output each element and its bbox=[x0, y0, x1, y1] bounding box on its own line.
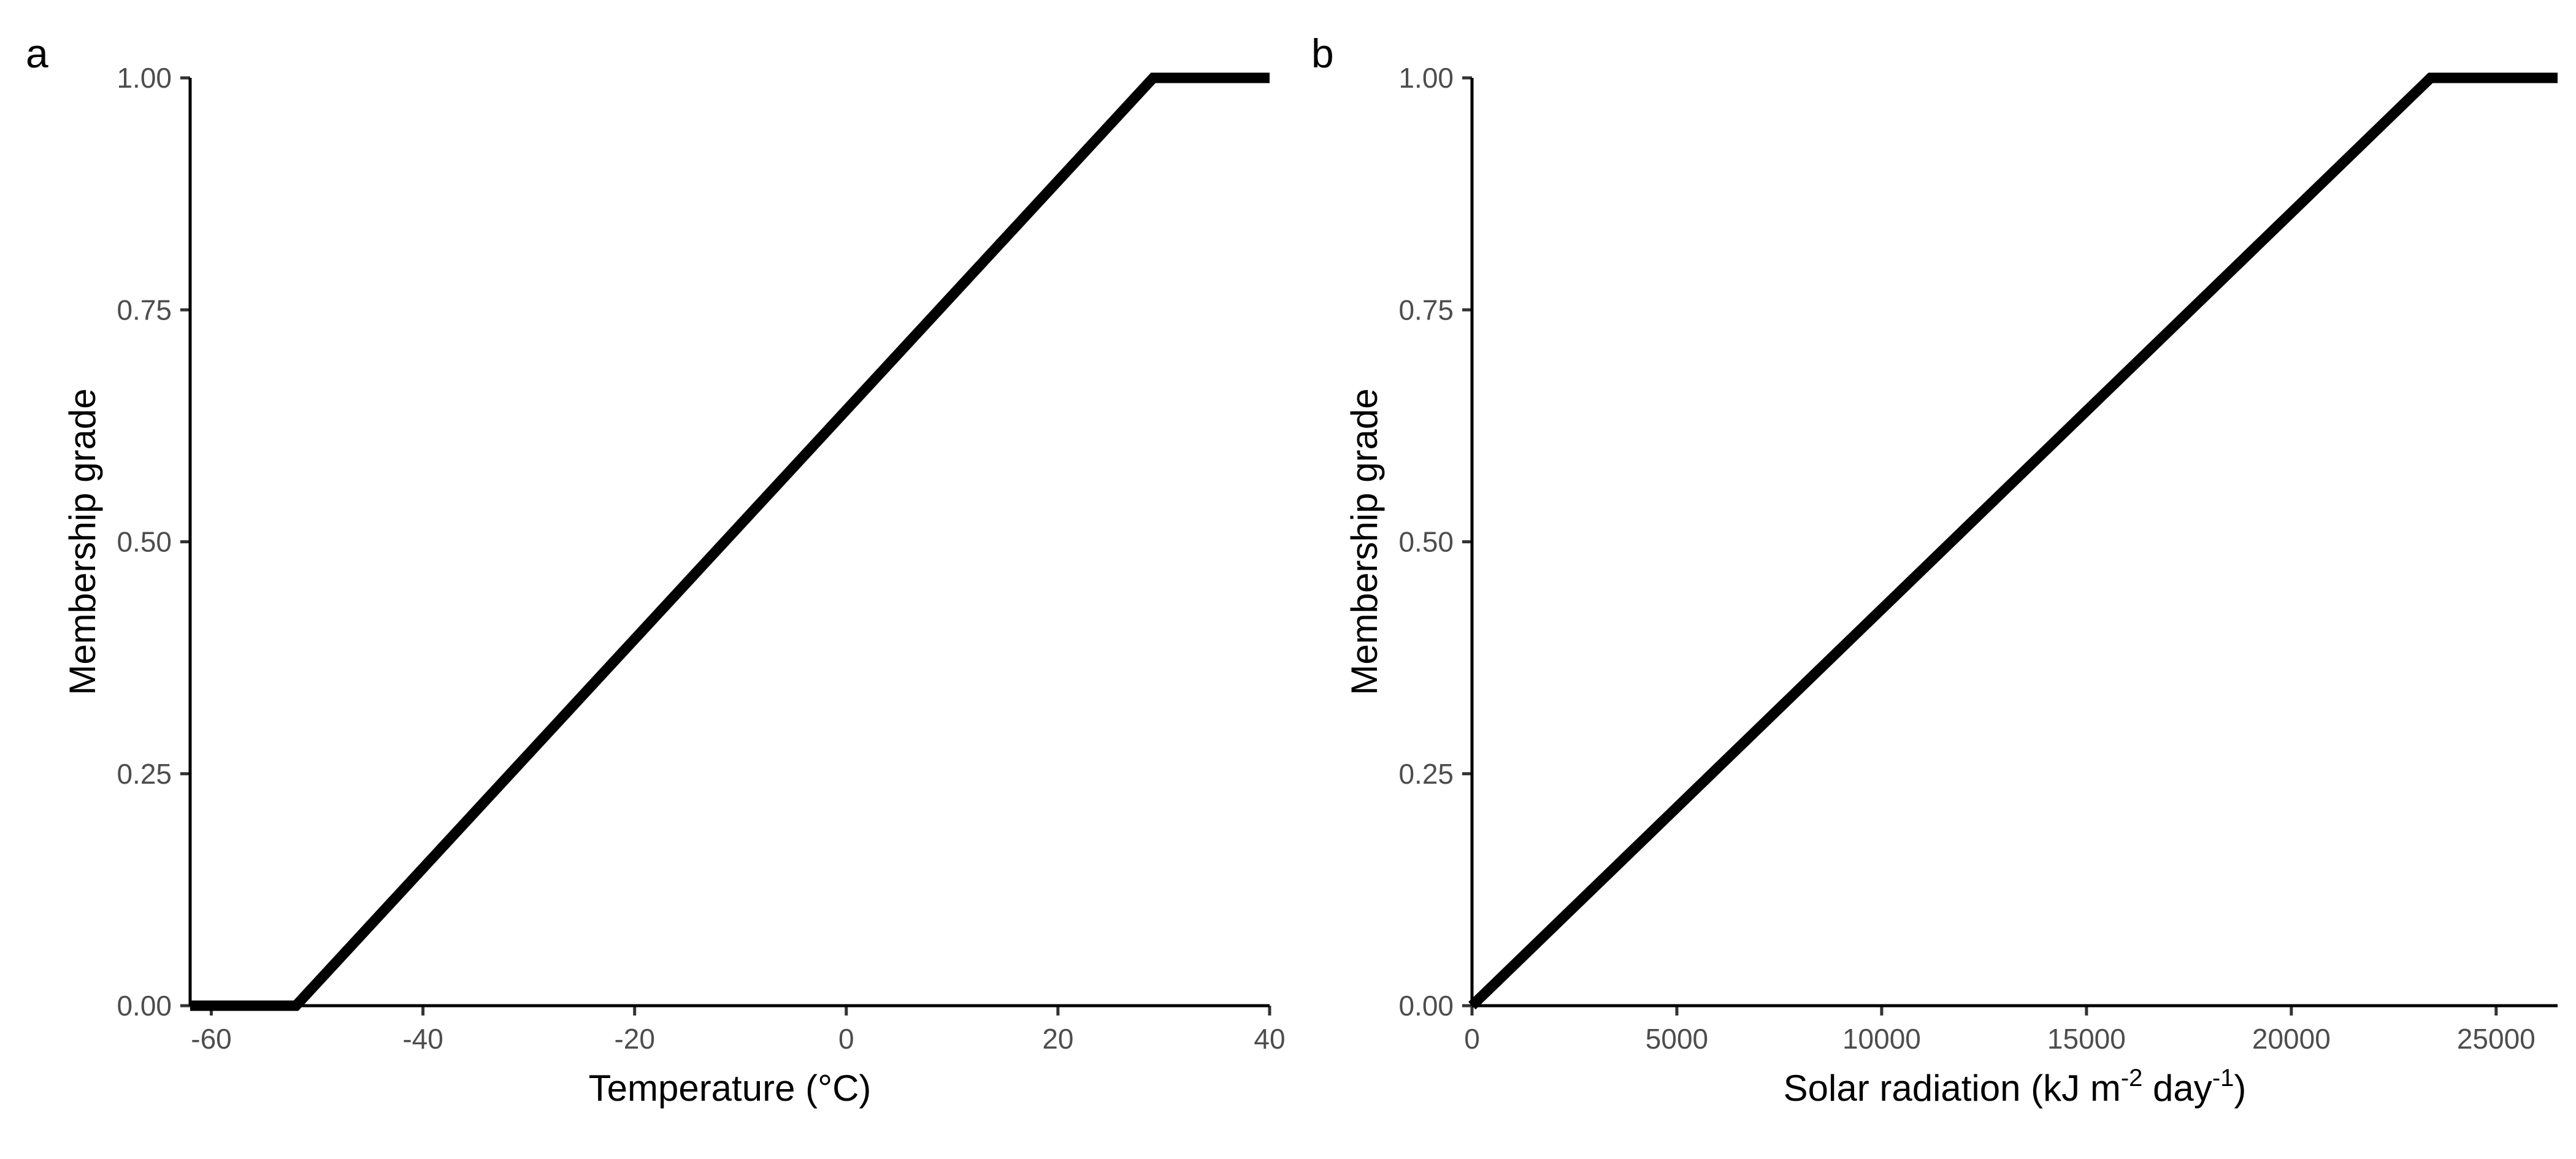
panel-a-x-axis-title: Temperature (°C) bbox=[589, 1068, 872, 1109]
panel-a-x-axis-ticks: -60 -40 -20 0 20 40 bbox=[191, 1006, 1286, 1055]
panel-b-x-tick-label: 5000 bbox=[1646, 1023, 1708, 1055]
panel-a-x-tick-label: 0 bbox=[838, 1023, 854, 1055]
panel-b-y-tick-label: 0.75 bbox=[1398, 294, 1454, 326]
panel-b-x-title-part: ) bbox=[2234, 1068, 2246, 1109]
panel-a-y-axis-title: Membership grade bbox=[62, 388, 103, 695]
panel-a-y-tick-label: 1.00 bbox=[117, 62, 172, 94]
panel-a-x-tick-label: -60 bbox=[191, 1023, 231, 1055]
panel-b-y-tick-label: 0.00 bbox=[1398, 990, 1454, 1022]
panel-b-y-tick-label: 0.25 bbox=[1398, 758, 1454, 790]
panel-b-x-tick-label: 10000 bbox=[1842, 1023, 1921, 1055]
panel-b-x-tick-label: 20000 bbox=[2252, 1023, 2331, 1055]
panel-a-x-tick-label: 40 bbox=[1254, 1023, 1285, 1055]
panel-a-y-tick-label: 0.25 bbox=[117, 758, 172, 790]
panel-a-y-axis-ticks: 0.00 0.25 0.50 0.75 1.00 bbox=[117, 62, 190, 1022]
panel-b-y-axis-title: Membership grade bbox=[1344, 388, 1385, 695]
panel-b-x-axis-ticks: 0 5000 10000 15000 20000 25000 bbox=[1464, 1006, 2536, 1055]
panel-b-series-line bbox=[1468, 72, 2558, 1010]
panel-a-x-tick-label: 20 bbox=[1042, 1023, 1073, 1055]
panel-a-tag: a bbox=[26, 31, 48, 76]
panel-a: a 0.00 0.25 0.50 0.75 1.00 -60 -40 -20 0 20 40 Te… bbox=[26, 31, 1286, 1109]
panel-a-y-tick-label: 0.75 bbox=[117, 294, 172, 326]
panel-b-x-title-superscript: -2 bbox=[2121, 1065, 2143, 1092]
panel-b-tag: b bbox=[1311, 31, 1334, 76]
panel-b-y-tick-label: 1.00 bbox=[1398, 62, 1454, 94]
panel-b-x-axis-title: Solar radiation (kJ m-2 day-1) bbox=[1784, 1065, 2247, 1109]
panel-b-x-tick-label: 15000 bbox=[2047, 1023, 2126, 1055]
panel-b-x-title-part: day bbox=[2142, 1068, 2212, 1109]
panel-b: b 0.00 0.25 0.50 0.75 1.00 0 5000 10000 15000 20… bbox=[1311, 31, 2558, 1109]
panel-b-y-tick-label: 0.50 bbox=[1398, 526, 1454, 558]
panel-a-y-tick-label: 0.00 bbox=[117, 990, 172, 1022]
panel-b-x-title-part: Solar radiation (kJ m bbox=[1784, 1068, 2121, 1109]
panel-a-series-line bbox=[190, 72, 1270, 1011]
panel-b-x-title-superscript: -1 bbox=[2212, 1065, 2234, 1092]
panel-a-x-tick-label: -40 bbox=[402, 1023, 443, 1055]
panel-a-y-tick-label: 0.50 bbox=[117, 526, 172, 558]
panel-b-y-axis-ticks: 0.00 0.25 0.50 0.75 1.00 bbox=[1398, 62, 1472, 1022]
panel-a-x-tick-label: -20 bbox=[614, 1023, 654, 1055]
panel-b-x-tick-label: 25000 bbox=[2457, 1023, 2536, 1055]
panel-b-x-tick-label: 0 bbox=[1464, 1023, 1480, 1055]
